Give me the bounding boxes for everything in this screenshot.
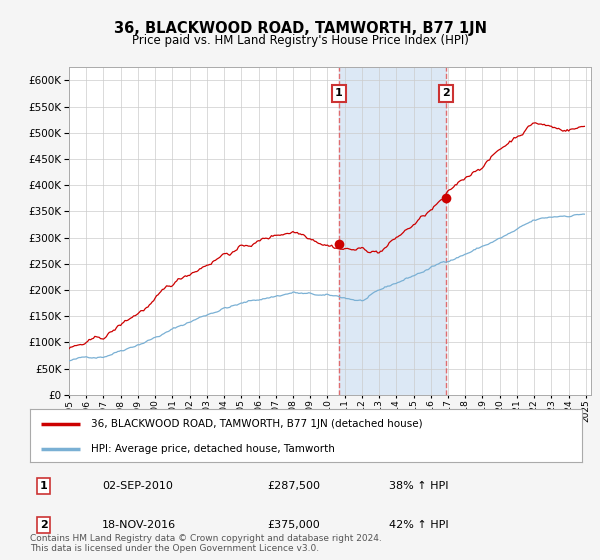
- Text: HPI: Average price, detached house, Tamworth: HPI: Average price, detached house, Tamw…: [91, 444, 335, 454]
- Text: Price paid vs. HM Land Registry's House Price Index (HPI): Price paid vs. HM Land Registry's House …: [131, 34, 469, 46]
- Text: 36, BLACKWOOD ROAD, TAMWORTH, B77 1JN: 36, BLACKWOOD ROAD, TAMWORTH, B77 1JN: [113, 21, 487, 36]
- Bar: [339, 67, 446, 395]
- Text: 2: 2: [442, 88, 450, 99]
- Text: 2: 2: [40, 520, 47, 530]
- Text: 38% ↑ HPI: 38% ↑ HPI: [389, 481, 448, 491]
- Text: £287,500: £287,500: [268, 481, 320, 491]
- Text: £375,000: £375,000: [268, 520, 320, 530]
- Text: 36, BLACKWOOD ROAD, TAMWORTH, B77 1JN (detached house): 36, BLACKWOOD ROAD, TAMWORTH, B77 1JN (d…: [91, 419, 422, 429]
- Text: 18-NOV-2016: 18-NOV-2016: [102, 520, 176, 530]
- Text: 1: 1: [40, 481, 47, 491]
- Text: 42% ↑ HPI: 42% ↑ HPI: [389, 520, 448, 530]
- Text: 1: 1: [335, 88, 343, 99]
- Text: Contains HM Land Registry data © Crown copyright and database right 2024.
This d: Contains HM Land Registry data © Crown c…: [30, 534, 382, 553]
- Text: 02-SEP-2010: 02-SEP-2010: [102, 481, 173, 491]
